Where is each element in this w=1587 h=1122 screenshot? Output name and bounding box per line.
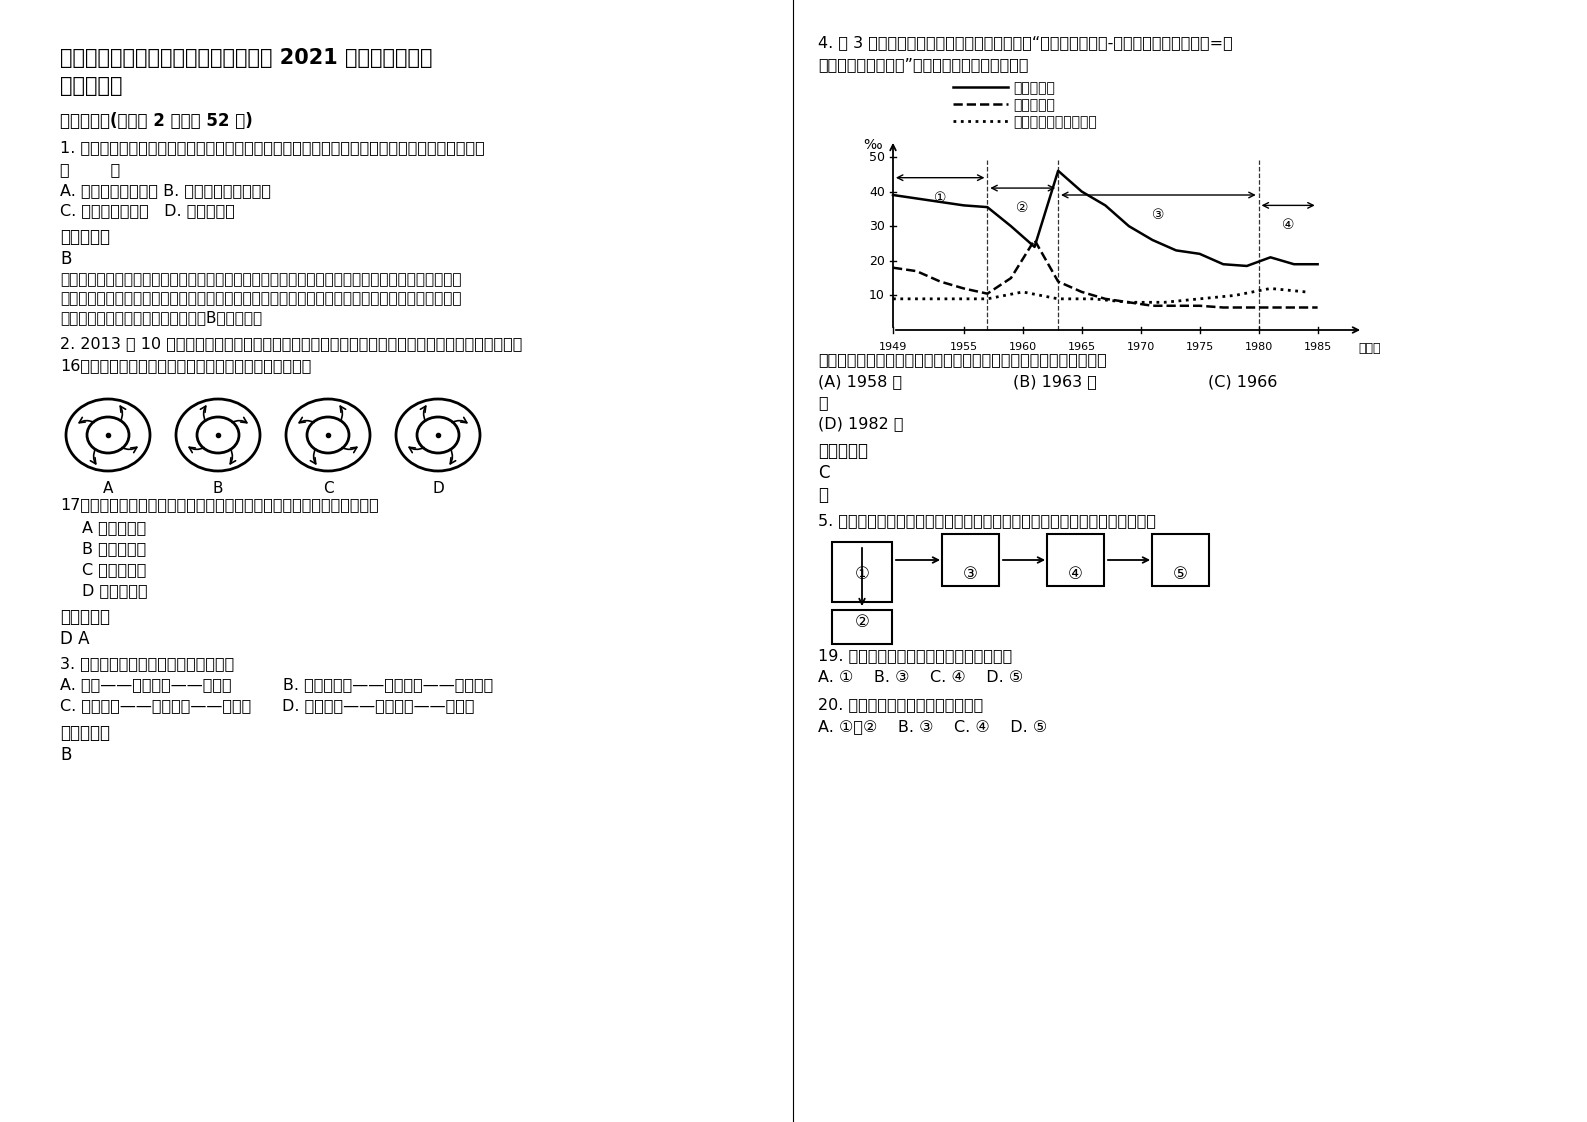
Text: 略: 略	[817, 486, 828, 504]
Text: 20. 表示三峡地貌形成的外力作用是: 20. 表示三峡地貌形成的外力作用是	[817, 697, 984, 712]
Text: 1975: 1975	[1185, 342, 1214, 352]
Text: 城镇社会劳动者增长率: 城镇社会劳动者增长率	[1013, 114, 1097, 129]
Text: ②: ②	[854, 613, 870, 631]
Text: 人口死亡率: 人口死亡率	[1013, 98, 1055, 112]
Text: A: A	[103, 481, 113, 496]
Text: D: D	[432, 481, 444, 496]
Text: 年: 年	[817, 395, 828, 410]
Text: 2. 2013 年 10 月初，西太平洋出现少见的双台风，受其影响，我国东部多地出现严重的洪涝灾害。: 2. 2013 年 10 月初，西太平洋出现少见的双台风，受其影响，我国东部多地…	[60, 335, 522, 351]
Text: 1960: 1960	[1009, 342, 1036, 352]
Text: B: B	[213, 481, 224, 496]
Text: 依据图中信息，下列年份中，我国社会剩余劳动力的增长率最大的是: 依据图中信息，下列年份中，我国社会剩余劳动力的增长率最大的是	[817, 352, 1106, 367]
Text: 人口出生率: 人口出生率	[1013, 81, 1055, 95]
Text: 1949: 1949	[879, 342, 908, 352]
Text: 1980: 1980	[1244, 342, 1273, 352]
Text: 3. 下列地貌的成因与分布组合正确的是: 3. 下列地貌的成因与分布组合正确的是	[60, 656, 235, 671]
Text: 1985: 1985	[1303, 342, 1331, 352]
Text: 1955: 1955	[949, 342, 978, 352]
Text: 10: 10	[870, 289, 886, 303]
Text: 交通运输条件销往美国东北部地区，B选项正确。: 交通运输条件销往美国东北部地区，B选项正确。	[60, 310, 262, 325]
Text: 5. 读风化、侵蚀、搬运、堆积和固结成岩作用的相关示意图，回答下面小题。: 5. 读风化、侵蚀、搬运、堆积和固结成岩作用的相关示意图，回答下面小题。	[817, 513, 1155, 528]
Text: 50: 50	[870, 151, 886, 164]
Text: 17、若台风中心分别经过了厦门的正东方和正西方，则厦门的风向分别为: 17、若台风中心分别经过了厦门的正东方和正西方，则厦门的风向分别为	[60, 497, 379, 512]
Text: ③: ③	[1152, 208, 1165, 222]
Text: A. 市场区位及其变化 B. 交通运输条件的改善: A. 市场区位及其变化 B. 交通运输条件的改善	[60, 183, 271, 197]
Text: (D) 1982 年: (D) 1982 年	[817, 416, 903, 431]
Text: 1970: 1970	[1127, 342, 1155, 352]
Text: C 东北、东南: C 东北、东南	[83, 562, 146, 577]
Text: 【详解】美国东北部工业区城市人口比重大，气候较为冷湿，发展乳畜业为主；美国东南部地区以亚: 【详解】美国东北部工业区城市人口比重大，气候较为冷湿，发展乳畜业为主；美国东南部…	[60, 272, 462, 287]
Text: （年）: （年）	[1358, 342, 1381, 355]
Text: A. 沙丘——风力侵蚀——干旱区          B. 河流三角洲——流水沉积——海滨地区: A. 沙丘——风力侵蚀——干旱区 B. 河流三角洲——流水沉积——海滨地区	[60, 677, 494, 692]
Text: （        ）: （ ）	[60, 162, 121, 177]
Text: D 东北、西南: D 东北、西南	[83, 583, 148, 598]
Text: (B) 1963 年: (B) 1963 年	[1013, 374, 1097, 389]
Text: ①: ①	[933, 191, 946, 204]
Text: 参考答案：: 参考答案：	[60, 724, 110, 742]
Text: ⑤: ⑤	[1173, 565, 1189, 583]
Text: C: C	[322, 481, 333, 496]
Text: 试卷含解析: 试卷含解析	[60, 76, 122, 96]
Text: C. 国家政策的变化   D. 地形的差异: C. 国家政策的变化 D. 地形的差异	[60, 203, 235, 218]
Text: ④: ④	[1068, 565, 1082, 583]
Text: 20: 20	[870, 255, 886, 268]
Text: B: B	[60, 250, 71, 268]
Text: 30: 30	[870, 220, 886, 233]
Text: 40: 40	[870, 185, 886, 199]
Text: 一、选择题(每小题 2 分，共 52 分): 一、选择题(每小题 2 分，共 52 分)	[60, 112, 252, 130]
Text: ④: ④	[1282, 219, 1295, 232]
Text: 参考答案：: 参考答案：	[817, 442, 868, 460]
Text: 16、下列四幅图中能正确表示影响我国的台风的示意图是: 16、下列四幅图中能正确表示影响我国的台风的示意图是	[60, 358, 311, 373]
Text: B 东南、西北: B 东南、西北	[83, 541, 146, 557]
Text: 参考答案：: 参考答案：	[60, 608, 110, 626]
Text: 参考答案：: 参考答案：	[60, 228, 110, 246]
Text: C: C	[817, 465, 830, 482]
Text: D A: D A	[60, 629, 89, 649]
Text: 4. 图 3 为我国建国以来人口增长曲线图，假设“人口自然增长率-城镇社会劳动者增长率=社: 4. 图 3 为我国建国以来人口增长曲线图，假设“人口自然增长率-城镇社会劳动者…	[817, 35, 1233, 50]
Text: B: B	[60, 746, 71, 764]
Text: A. ①    B. ③    C. ④    D. ⑤: A. ① B. ③ C. ④ D. ⑤	[817, 670, 1024, 686]
Text: C. 成都平原——流水搬运——湿润区      D. 黄土高原——流水侵蚀——湿润区: C. 成都平原——流水搬运——湿润区 D. 黄土高原——流水侵蚀——湿润区	[60, 698, 475, 712]
Text: ③: ③	[963, 565, 978, 583]
Text: 热带气候为主，光热充足，降水丰沛，发展亚热带作物的生产种植，重点发展蔬菜、花卉生产，借助: 热带气候为主，光热充足，降水丰沛，发展亚热带作物的生产种植，重点发展蔬菜、花卉生…	[60, 291, 462, 306]
Text: (C) 1966: (C) 1966	[1208, 374, 1278, 389]
Text: ‰: ‰	[863, 138, 882, 151]
Text: 会剩余劳动力增长率”，结合下图分析回答下题。: 会剩余劳动力增长率”，结合下图分析回答下题。	[817, 57, 1028, 72]
Text: A 西北、东南: A 西北、东南	[83, 519, 146, 535]
Text: 19. 表示形成新月形沙丘地貌的外力作用是: 19. 表示形成新月形沙丘地貌的外力作用是	[817, 649, 1013, 663]
Text: ②: ②	[1017, 201, 1028, 215]
Text: ①: ①	[854, 565, 870, 583]
Text: 1. 美国东南部地区利用光热资源优势，重点发展蔬菜、花卉农业以供应东北工业区，这主要取决于: 1. 美国东南部地区利用光热资源优势，重点发展蔬菜、花卉农业以供应东北工业区，这…	[60, 140, 484, 155]
Text: A. ①或②    B. ③    C. ④    D. ⑤: A. ①或② B. ③ C. ④ D. ⑤	[817, 719, 1047, 734]
Text: 1965: 1965	[1068, 342, 1095, 352]
Text: 内蒙古自治区赤峰市萨力巴蒙古族中学 2021 年高一地理模拟: 内蒙古自治区赤峰市萨力巴蒙古族中学 2021 年高一地理模拟	[60, 48, 433, 68]
Text: (A) 1958 年: (A) 1958 年	[817, 374, 901, 389]
